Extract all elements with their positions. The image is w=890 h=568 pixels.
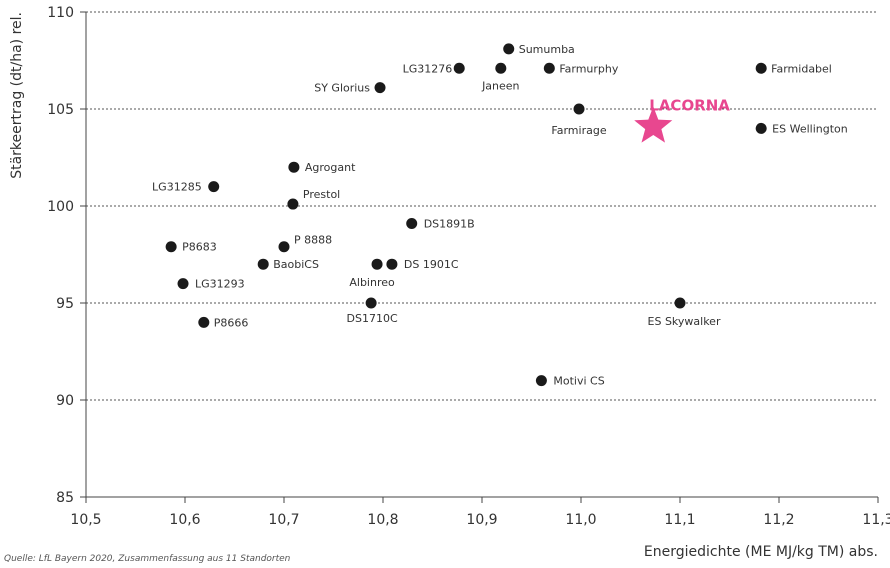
data-point (208, 181, 220, 193)
y-tick-label: 110 (47, 5, 74, 21)
y-tick-labels: 85 90 95 100 105 110 (47, 5, 86, 506)
point-label: Prestol (303, 188, 340, 201)
x-tick-label: 11,2 (763, 512, 794, 528)
data-point (177, 278, 189, 290)
point-label: Farmurphy (559, 62, 619, 75)
y-tick-label: 95 (56, 296, 74, 312)
point-label: LG31285 (152, 181, 202, 194)
point-labels: Sumumba LG31276 Janeen Farmurphy Farmidabel S… (152, 43, 848, 388)
data-point (535, 375, 547, 387)
point-label: BaobiCS (273, 258, 319, 271)
point-label: LG31293 (195, 278, 245, 291)
point-label: Farmidabel (771, 62, 832, 75)
x-axis-label: Energiedichte (ME MJ/kg TM) abs. (644, 544, 878, 560)
y-tick-label: 85 (56, 490, 74, 506)
data-point (674, 297, 686, 309)
x-tick-label: 10,5 (70, 512, 101, 528)
y-tick-label: 100 (47, 199, 74, 215)
point-label: P8683 (182, 241, 217, 254)
point-label: P8666 (214, 316, 249, 329)
data-point (257, 258, 269, 270)
data-point (386, 258, 398, 270)
point-label: Janeen (481, 79, 519, 92)
point-label: LG31276 (403, 62, 453, 75)
point-label: Motivi CS (553, 375, 604, 388)
data-point (371, 258, 383, 270)
data-point (495, 62, 507, 74)
y-tick-label: 90 (56, 393, 74, 409)
data-point (278, 241, 290, 253)
y-tick-label: 105 (47, 102, 74, 118)
x-tick-label: 11,0 (565, 512, 596, 528)
data-point (287, 198, 299, 210)
highlight-group: LACORNA (634, 96, 730, 143)
point-label: DS1891B (424, 217, 475, 230)
point-label: P 8888 (294, 234, 332, 247)
highlight-star (634, 106, 673, 143)
y-axis-label: Stärkeertrag (dt/ha) rel. (9, 12, 25, 179)
highlight-label: LACORNA (649, 96, 730, 114)
data-point (755, 122, 767, 134)
data-point (365, 297, 377, 309)
data-point (543, 62, 555, 74)
gridlines (86, 11, 878, 401)
point-label: SY Glorius (314, 82, 370, 95)
data-point (503, 43, 515, 55)
point-label: DS1710C (347, 312, 398, 325)
point-label: Albinreo (349, 276, 395, 289)
x-tick-labels: 10,5 10,6 10,7 10,8 10,9 11,0 11,1 11,2 11,3 (70, 497, 890, 528)
x-tick-label: 10,8 (367, 512, 398, 528)
point-label: ES Skywalker (648, 315, 721, 328)
data-point (573, 103, 585, 115)
data-points (165, 43, 767, 387)
source-note: Quelle: LfL Bayern 2020, Zusammenfassung… (4, 554, 291, 564)
data-point (288, 161, 300, 173)
x-tick-label: 10,9 (466, 512, 497, 528)
data-point (755, 62, 767, 74)
data-point (198, 316, 210, 328)
point-label: Farmirage (551, 124, 606, 137)
data-point (453, 62, 465, 74)
x-tick-label: 10,7 (268, 512, 299, 528)
point-label: DS 1901C (404, 258, 459, 271)
x-tick-label: 10,6 (169, 512, 200, 528)
data-point (374, 82, 386, 94)
point-label: Sumumba (519, 43, 575, 56)
x-tick-label: 11,1 (664, 512, 695, 528)
data-point (406, 217, 418, 229)
data-point (165, 241, 177, 253)
point-label: ES Wellington (772, 122, 848, 135)
x-tick-label: 11,3 (862, 512, 890, 528)
point-label: Agrogant (305, 161, 356, 174)
